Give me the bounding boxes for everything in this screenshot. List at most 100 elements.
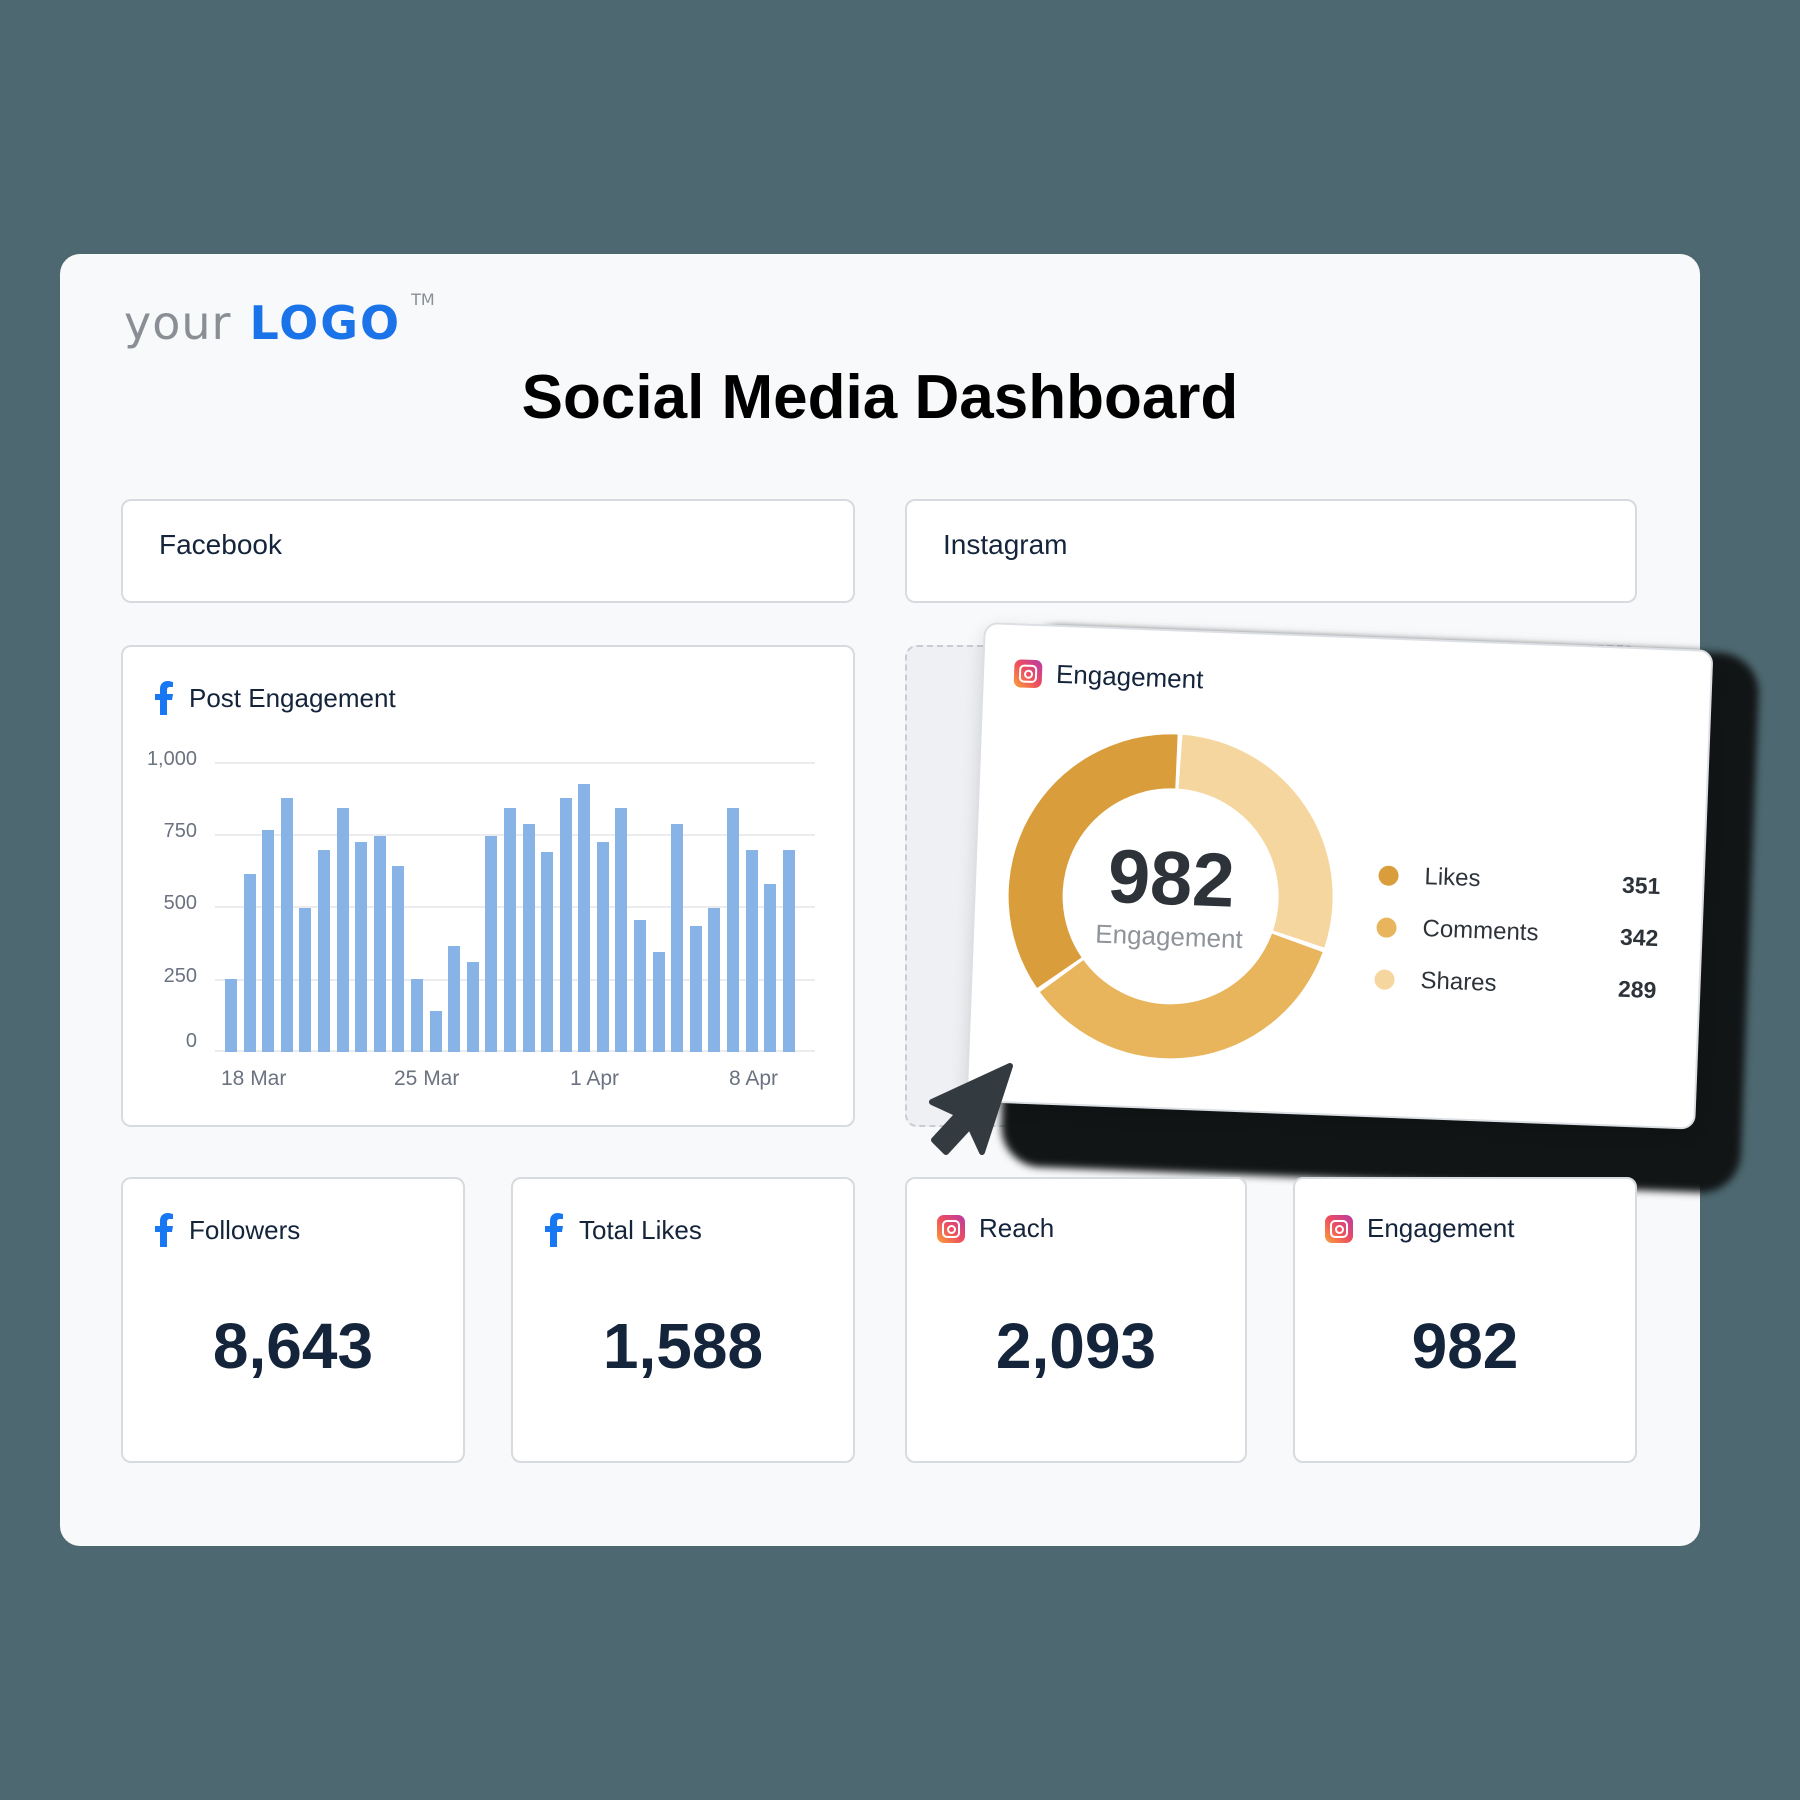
bar bbox=[652, 952, 665, 1052]
facebook-icon bbox=[155, 1213, 173, 1247]
bar bbox=[280, 798, 293, 1052]
stat-label: Total Likes bbox=[579, 1214, 702, 1245]
bar bbox=[448, 946, 461, 1052]
widget-header: Reach bbox=[937, 1213, 1054, 1244]
widget-header: Followers bbox=[153, 1213, 300, 1247]
bar bbox=[745, 850, 758, 1052]
widget-header: Engagement bbox=[1013, 657, 1204, 695]
logo-brand: LOGO bbox=[249, 296, 402, 350]
legend-label: Comments bbox=[1422, 915, 1540, 947]
y-tick: 500 bbox=[163, 892, 197, 915]
bar bbox=[243, 874, 256, 1052]
bar bbox=[225, 978, 237, 1052]
section-label: Facebook bbox=[159, 529, 282, 560]
stat-value: 8,643 bbox=[212, 1310, 374, 1382]
y-tick: 750 bbox=[163, 820, 197, 843]
stat-card-followers[interactable]: Followers 8,643 bbox=[121, 1177, 465, 1463]
page-title: Social Media Dashboard bbox=[521, 363, 1239, 432]
widget-title: Post Engagement bbox=[189, 682, 396, 713]
section-header-instagram: Instagram bbox=[905, 499, 1637, 603]
facebook-icon bbox=[545, 1213, 563, 1247]
facebook-icon bbox=[155, 681, 173, 715]
bar bbox=[578, 784, 591, 1052]
stat-label: Engagement bbox=[1367, 1213, 1515, 1243]
bar bbox=[355, 842, 368, 1052]
x-tick: 1 Apr bbox=[570, 1067, 620, 1090]
y-tick: 0 bbox=[185, 1030, 197, 1053]
bar bbox=[485, 836, 498, 1052]
donut-legend: Likes 351 Comments 342 Shares 289 bbox=[1374, 849, 1680, 1016]
bar bbox=[429, 1010, 442, 1052]
legend-dot-icon bbox=[1376, 917, 1397, 939]
legend-item-shares: Shares 289 bbox=[1374, 953, 1676, 1016]
stat-value: 2,093 bbox=[995, 1310, 1157, 1382]
bar bbox=[689, 926, 702, 1052]
donut-total-label: Engagement bbox=[1094, 918, 1244, 954]
bar bbox=[596, 842, 609, 1052]
legend-dot-icon bbox=[1374, 969, 1395, 991]
bar bbox=[615, 808, 628, 1052]
bar bbox=[392, 866, 405, 1052]
legend-dot-icon bbox=[1378, 865, 1399, 887]
bar bbox=[410, 978, 423, 1052]
bar bbox=[764, 884, 777, 1052]
bar bbox=[671, 824, 684, 1052]
section-header-facebook: Facebook bbox=[121, 499, 855, 603]
bar-series bbox=[225, 766, 795, 1052]
instagram-icon bbox=[1013, 658, 1043, 688]
logo-trademark: TM bbox=[411, 290, 435, 309]
bar bbox=[559, 798, 572, 1052]
bar bbox=[503, 808, 516, 1052]
x-tick: 25 Mar bbox=[394, 1067, 460, 1090]
bar bbox=[262, 830, 275, 1052]
y-tick: 1,000 bbox=[146, 748, 197, 771]
mouse-pointer-icon bbox=[929, 1063, 1013, 1155]
legend-value: 289 bbox=[1617, 975, 1657, 1003]
legend-value: 351 bbox=[1621, 871, 1661, 899]
bar bbox=[466, 962, 479, 1052]
donut-center: 982 Engagement bbox=[999, 725, 1341, 1067]
x-tick: 8 Apr bbox=[729, 1067, 779, 1090]
bar bbox=[299, 908, 312, 1052]
legend-label: Shares bbox=[1420, 967, 1498, 997]
bar bbox=[782, 850, 795, 1052]
section-label: Instagram bbox=[943, 529, 1068, 560]
instagram-icon bbox=[937, 1214, 965, 1243]
instagram-icon bbox=[1325, 1214, 1353, 1243]
bar bbox=[317, 850, 330, 1052]
bar bbox=[541, 852, 554, 1052]
widget-header: Post Engagement bbox=[153, 681, 396, 715]
legend-label: Likes bbox=[1424, 863, 1482, 893]
legend-value: 342 bbox=[1619, 923, 1659, 951]
stat-label: Reach bbox=[979, 1213, 1055, 1243]
bar bbox=[373, 836, 386, 1052]
instagram-engagement-widget-dragging[interactable]: Engagement 982 Engagement Likes 351 Comm… bbox=[965, 622, 1714, 1130]
stat-card-total-likes[interactable]: Total Likes 1,588 bbox=[511, 1177, 855, 1463]
y-tick: 250 bbox=[163, 965, 197, 988]
widget-header: Total Likes bbox=[543, 1213, 702, 1247]
stat-value: 982 bbox=[1411, 1310, 1519, 1382]
gridline bbox=[215, 762, 815, 764]
widget-title: Engagement bbox=[1055, 658, 1204, 695]
logo-prefix: your bbox=[124, 296, 232, 350]
bar bbox=[727, 808, 740, 1052]
donut-total: 982 bbox=[1106, 833, 1237, 924]
donut-segment-comments bbox=[1039, 933, 1323, 1059]
donut-segment-likes bbox=[1008, 734, 1178, 989]
bar bbox=[708, 908, 721, 1052]
donut-chart: 982 Engagement bbox=[999, 725, 1341, 1067]
stat-value: 1,588 bbox=[602, 1310, 764, 1382]
stat-label: Followers bbox=[189, 1214, 301, 1245]
widget-header: Engagement bbox=[1325, 1213, 1514, 1244]
donut-segment-shares bbox=[1178, 734, 1333, 948]
stat-card-engagement[interactable]: Engagement 982 bbox=[1293, 1177, 1637, 1463]
post-engagement-widget[interactable]: Post Engagement 1,000 750 500 250 0 18 M… bbox=[121, 645, 855, 1127]
bar bbox=[634, 920, 647, 1052]
bar bbox=[522, 824, 535, 1052]
bar-chart: 1,000 750 500 250 0 bbox=[147, 748, 815, 1052]
brand-logo: your LOGO TM bbox=[124, 290, 435, 350]
donut-ring bbox=[1008, 734, 1333, 1059]
bar bbox=[336, 808, 349, 1052]
x-tick: 18 Mar bbox=[221, 1067, 287, 1090]
stat-card-reach[interactable]: Reach 2,093 bbox=[905, 1177, 1247, 1463]
